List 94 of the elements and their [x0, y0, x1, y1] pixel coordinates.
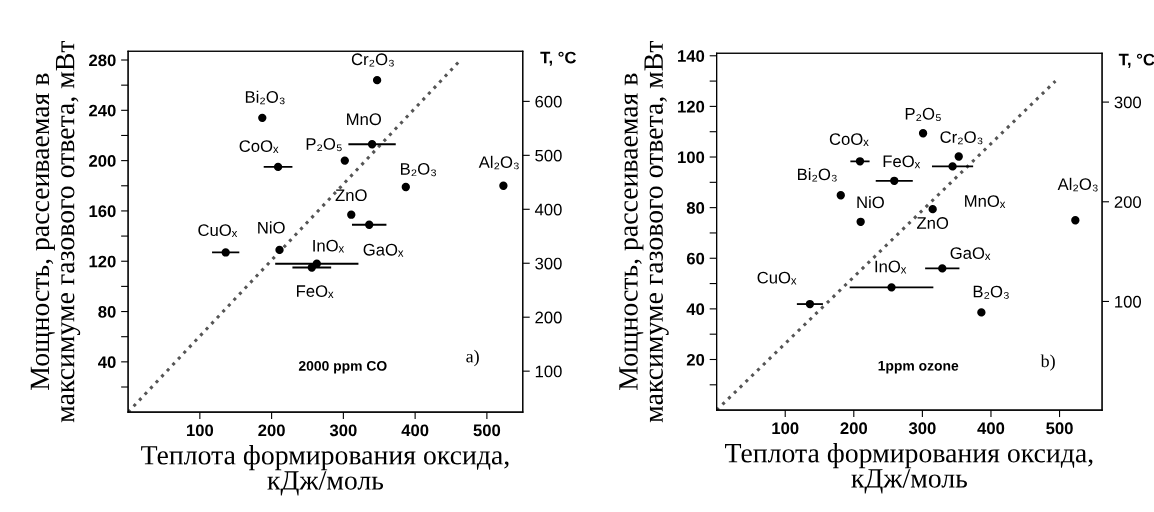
annotation: InOₓ — [313, 239, 345, 253]
point — [401, 182, 410, 192]
y-tick-label: 80 — [98, 305, 116, 318]
y-tick-label: 240 — [89, 104, 116, 117]
point — [805, 299, 815, 309]
x-axis-title: Теплота формирования оксида, кДж/моль — [141, 445, 509, 496]
annotation: InOₓ — [875, 260, 907, 274]
annotation: a) — [466, 349, 479, 367]
y-tick-label: 40 — [98, 356, 116, 369]
x-tick-label: 400 — [977, 422, 1005, 435]
annotation: 2000 ppm CO — [298, 360, 387, 374]
y2-tick-label: 100 — [1115, 295, 1142, 308]
y2-tick-label: 300 — [535, 257, 562, 270]
annotation: MnO — [347, 113, 381, 126]
annotation: ZnO — [916, 217, 949, 229]
point — [855, 157, 865, 166]
x-tick-label: 400 — [401, 424, 429, 437]
x-tick-label: 500 — [1046, 422, 1073, 435]
point — [836, 191, 845, 200]
point — [367, 140, 377, 149]
y2-axis-title: T, °C — [540, 51, 576, 66]
x-axis-title: Теплота формирования оксида, кДж/моль — [725, 443, 1093, 494]
x-tick-label: 100 — [772, 422, 799, 435]
annotation: ZnO — [335, 189, 367, 202]
y-tick-label: 120 — [678, 100, 705, 113]
y-tick-label: 160 — [89, 205, 116, 218]
point — [928, 204, 937, 214]
y2-tick-label: 100 — [535, 365, 562, 378]
annotation: NiO — [857, 195, 884, 209]
annotation: CuOₓ — [757, 271, 797, 285]
annotation: FeOₓ — [883, 155, 921, 169]
annotation: FeOₓ — [297, 285, 334, 299]
annotation: B₂O₃ — [401, 163, 437, 177]
annotation: CoOₓ — [829, 133, 869, 146]
annotation: GaOₓ — [950, 247, 991, 260]
annotation: Al₂O₃ — [478, 155, 519, 170]
y2-tick-label: 600 — [535, 95, 562, 108]
y-axis-title: Мощность, рассеиваемая в максимуме газового ответа, мВт — [619, 40, 669, 423]
annotation: B₂O₃ — [973, 285, 1009, 299]
point — [372, 75, 382, 85]
annotation: CoOₓ — [239, 140, 279, 153]
annotation: Bi₂O₃ — [245, 90, 285, 105]
point — [273, 162, 283, 172]
point — [954, 152, 963, 161]
y-tick-label: 200 — [89, 155, 116, 167]
x-tick-label: 200 — [840, 422, 868, 435]
point — [887, 283, 896, 292]
point — [938, 264, 947, 273]
point — [258, 113, 267, 123]
x-tick-label: 300 — [329, 424, 357, 437]
annotation: Cr₂O₃ — [940, 131, 983, 145]
point — [1071, 216, 1080, 225]
annotation: b) — [1040, 354, 1055, 371]
y2-axis-title: T, °C — [1118, 53, 1154, 68]
point — [977, 308, 986, 317]
x-tick-label: 500 — [473, 424, 501, 437]
y-tick-label: 20 — [686, 353, 705, 366]
point — [918, 129, 928, 138]
y-tick-label: 60 — [686, 252, 705, 265]
y-tick-label: 140 — [678, 50, 705, 62]
point — [340, 156, 349, 165]
point — [221, 248, 230, 257]
annotation: NiO — [258, 221, 285, 234]
y2-tick-label: 500 — [535, 149, 562, 162]
point — [948, 162, 957, 171]
y-tick-label: 120 — [89, 255, 116, 268]
y-tick-label: 280 — [89, 54, 116, 67]
annotation: MnOₓ — [965, 195, 1006, 208]
y2-tick-label: 200 — [1114, 196, 1142, 208]
annotation: GaOₓ — [363, 243, 404, 257]
point — [347, 210, 356, 219]
point — [275, 245, 284, 255]
x-tick-label: 200 — [258, 424, 285, 437]
point — [365, 220, 374, 229]
y-axis-title: Мощность, рассеиваемая в максимуме газового ответа, мВт — [30, 40, 81, 423]
y2-tick-label: 300 — [1114, 96, 1142, 109]
annotation: 1ppm ozone — [878, 360, 959, 374]
point — [499, 181, 508, 190]
y2-tick-label: 400 — [534, 203, 562, 216]
annotation: P₂O₅ — [905, 107, 941, 121]
y-tick-label: 100 — [678, 151, 705, 164]
annotation: Al₂O₃ — [1057, 177, 1098, 192]
point — [307, 263, 316, 272]
annotation: Bi₂O₃ — [798, 168, 837, 182]
annotation: P₂O₅ — [306, 138, 342, 152]
point — [856, 217, 865, 226]
y-tick-label: 40 — [686, 303, 705, 316]
x-tick-label: 300 — [908, 422, 936, 435]
x-tick-label: 100 — [187, 424, 214, 437]
y-tick-label: 80 — [686, 202, 705, 214]
point — [890, 176, 899, 185]
annotation: Cr₂O₃ — [351, 53, 394, 67]
y2-tick-label: 200 — [535, 311, 562, 324]
annotation: CuOₓ — [198, 224, 238, 238]
